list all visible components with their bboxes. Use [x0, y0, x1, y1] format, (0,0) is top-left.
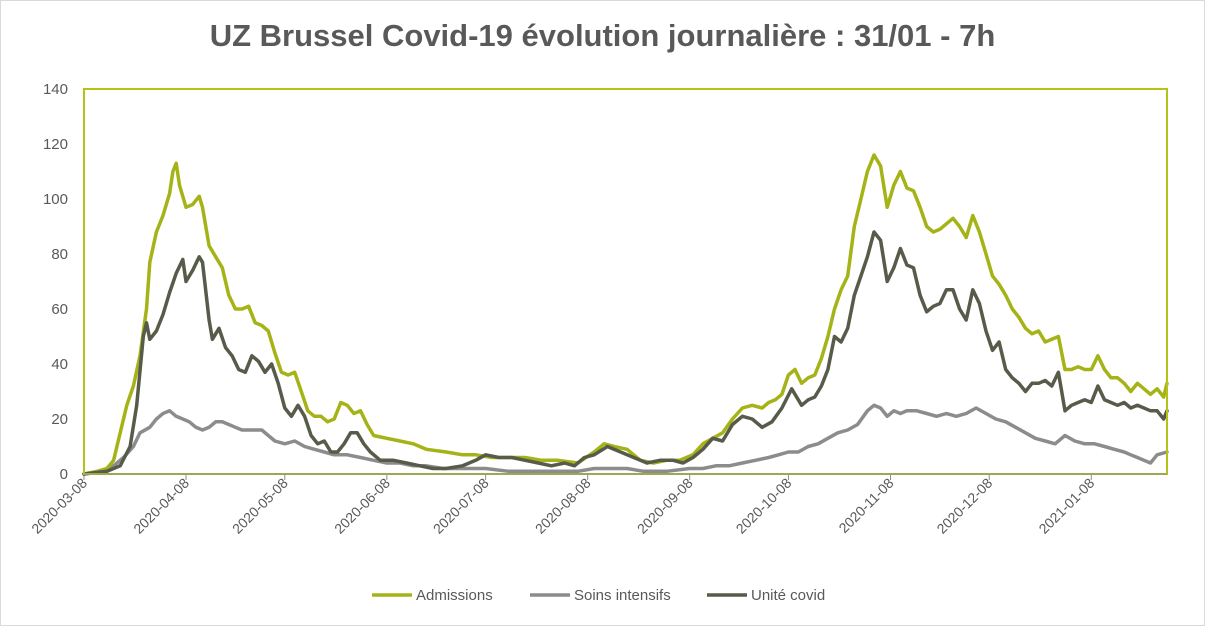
y-tick-label: 140 — [43, 81, 68, 98]
x-tick-label: 2020-08-08 — [532, 475, 594, 537]
x-axis-ticks: 2020-03-08 2020-04-08 2020-05-08 2020-06-08… — [28, 474, 1098, 537]
y-axis-ticks: 0 20 40 60 80 100 120 140 — [43, 81, 68, 483]
chart-title: UZ Brussel Covid-19 évolution journalièr… — [209, 18, 996, 53]
series-line-soins — [82, 403, 1169, 476]
x-tick-label: 2020-12-08 — [933, 475, 995, 537]
series-lines — [82, 153, 1169, 476]
x-tick-label: 2020-09-08 — [634, 475, 696, 537]
y-tick-label: 120 — [43, 136, 68, 153]
legend: Admissions Soins intensifs Unité covid — [372, 587, 825, 604]
x-tick-label: 2020-10-08 — [733, 475, 795, 537]
x-tick-label: 2020-05-08 — [229, 475, 291, 537]
x-tick-label: 2021-01-08 — [1035, 475, 1097, 537]
x-tick-label: 2020-03-08 — [28, 475, 90, 537]
y-tick-label: 40 — [51, 356, 68, 373]
x-tick-label: 2020-04-08 — [130, 475, 192, 537]
y-tick-label: 20 — [51, 411, 68, 428]
legend-label-admissions: Admissions — [416, 587, 493, 604]
plot-area-border — [83, 88, 1168, 475]
x-tick-label: 2020-07-08 — [430, 475, 492, 537]
legend-label-soins: Soins intensifs — [574, 587, 671, 604]
y-tick-label: 80 — [51, 246, 68, 263]
x-tick-label: 2020-11-08 — [835, 475, 896, 536]
series-line-admissions — [82, 153, 1169, 476]
y-tick-label: 0 — [60, 466, 68, 483]
x-tick-label: 2020-06-08 — [331, 475, 393, 537]
legend-label-unite: Unité covid — [751, 587, 825, 604]
y-tick-label: 100 — [43, 191, 68, 208]
series-line-unite — [82, 230, 1169, 476]
y-tick-label: 60 — [51, 301, 68, 318]
